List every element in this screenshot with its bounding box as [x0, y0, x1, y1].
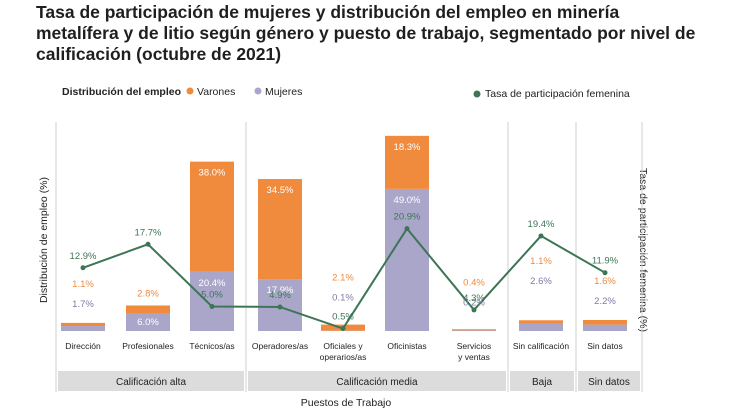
- legend-label-tasa: Tasa de participación femenina: [485, 88, 630, 100]
- data-label-varones: 1.1%: [72, 279, 94, 290]
- data-label-tasa: 20.9%: [394, 212, 421, 223]
- tasa-point: [471, 307, 477, 313]
- data-label-varones: 1.1%: [530, 256, 552, 267]
- group-label: Sin datos: [588, 377, 630, 388]
- data-label-mujeres: 49.0%: [394, 195, 421, 206]
- group-label: Baja: [532, 377, 552, 388]
- data-label-tasa: 11.9%: [592, 256, 619, 267]
- bar-varones: [190, 161, 234, 272]
- legend-swatch-tasa: [473, 90, 481, 98]
- tasa-point: [145, 241, 151, 247]
- x-tick-label: Sin calificación: [513, 341, 569, 351]
- x-tick-label: Dirección: [65, 341, 101, 351]
- x-tick-label: Técnicos/as: [189, 341, 234, 351]
- data-label-tasa: 17.7%: [135, 227, 162, 238]
- x-tick-label: Sin datos: [587, 341, 622, 351]
- bar-mujeres: [583, 324, 627, 331]
- group-band: [578, 371, 640, 391]
- legend: Distribución del empleo Varones Mujeres …: [62, 86, 630, 100]
- legend-label-varones: Varones: [197, 86, 235, 98]
- x-tick-label: Profesionales: [122, 341, 174, 351]
- bar-varones: [452, 329, 496, 331]
- data-label-mujeres: 2.2%: [594, 296, 616, 307]
- y2-axis-label: Tasa de participación femenina (%): [637, 168, 649, 332]
- data-label-varones: 2.1%: [332, 273, 354, 284]
- x-tick-label: Servicios: [457, 341, 491, 351]
- bar-varones: [385, 135, 429, 189]
- data-label-mujeres: 20.4%: [199, 278, 226, 289]
- data-label-mujeres: 17.9%: [267, 285, 294, 296]
- data-labels: 1.1% 1.7% 2.8% 6.0% 38.0% 20.4% 34.5% 17.9% 2.1%…: [70, 142, 619, 328]
- bar-mujeres: [519, 323, 563, 331]
- legend-label-mujeres: Mujeres: [265, 86, 302, 98]
- group-band: [248, 371, 506, 391]
- tasa-point: [340, 326, 346, 332]
- bar-mujeres: [126, 313, 170, 331]
- bar-mujeres: [452, 330, 496, 331]
- data-label-mujeres: 2.6%: [530, 276, 552, 287]
- bar-mujeres: [190, 271, 234, 331]
- bars: [61, 135, 627, 331]
- legend-swatch-varones: [186, 87, 194, 95]
- tasa-point: [209, 304, 215, 309]
- data-label-varones: 18.3%: [394, 142, 421, 153]
- bar-varones: [258, 179, 302, 280]
- tasa-point: [80, 265, 86, 271]
- bar-varones: [583, 319, 627, 325]
- tasa-point: [404, 226, 410, 232]
- x-tick-label: y ventas: [458, 352, 490, 362]
- data-label-mujeres: 0.1%: [332, 293, 354, 304]
- tasa-point: [277, 304, 283, 310]
- bar-varones: [61, 322, 105, 327]
- data-label-mujeres: 1.7%: [72, 299, 94, 310]
- group-label: Calificación alta: [116, 377, 186, 388]
- data-label-varones: 0.4%: [463, 277, 485, 288]
- x-tick-label: Oficiales y: [323, 341, 363, 351]
- data-label-varones: 1.6%: [594, 276, 616, 287]
- x-tick-label: Oficinistas: [387, 341, 426, 351]
- bar-mujeres: [61, 326, 105, 331]
- participation-line: [80, 226, 608, 332]
- tasa-point: [538, 233, 544, 239]
- data-label-tasa: 12.9%: [70, 251, 97, 262]
- x-axis-label: Puestos de Trabajo: [301, 397, 392, 409]
- data-label-tasa: 19.4%: [528, 219, 555, 230]
- data-label-varones: 34.5%: [267, 185, 294, 196]
- legend-swatch-mujeres: [254, 87, 262, 95]
- data-label-varones: 38.0%: [199, 168, 226, 179]
- data-label-tasa: 4.3%: [463, 293, 485, 304]
- x-tick-label: operarios/as: [320, 352, 367, 362]
- chart-title: Tasa de participación de mujeres y distr…: [36, 2, 696, 64]
- data-label-varones: 2.8%: [137, 288, 159, 299]
- data-label-tasa: 0.5%: [332, 312, 354, 323]
- group-bands: Calificación alta Calificación media Baja S…: [58, 371, 640, 391]
- group-label: Calificación media: [336, 377, 418, 388]
- data-label-tasa: 4.9%: [269, 290, 291, 301]
- data-label-tasa: 5.0%: [201, 290, 223, 301]
- group-band: [58, 371, 244, 391]
- bar-varones: [126, 305, 170, 314]
- bar-varones: [519, 320, 563, 324]
- legend-title: Distribución del empleo: [62, 86, 181, 98]
- x-tick-label: Operadores/as: [252, 341, 308, 351]
- x-tick-labels: Dirección Profesionales Técnicos/as Operado…: [65, 341, 622, 362]
- group-band: [510, 371, 574, 391]
- y-axis-label: Distribución de empleo (%): [38, 177, 50, 303]
- tasa-point: [602, 270, 608, 276]
- data-label-mujeres: 0.2%: [463, 297, 485, 308]
- bar-mujeres: [385, 188, 429, 331]
- data-label-mujeres: 6.0%: [137, 317, 159, 328]
